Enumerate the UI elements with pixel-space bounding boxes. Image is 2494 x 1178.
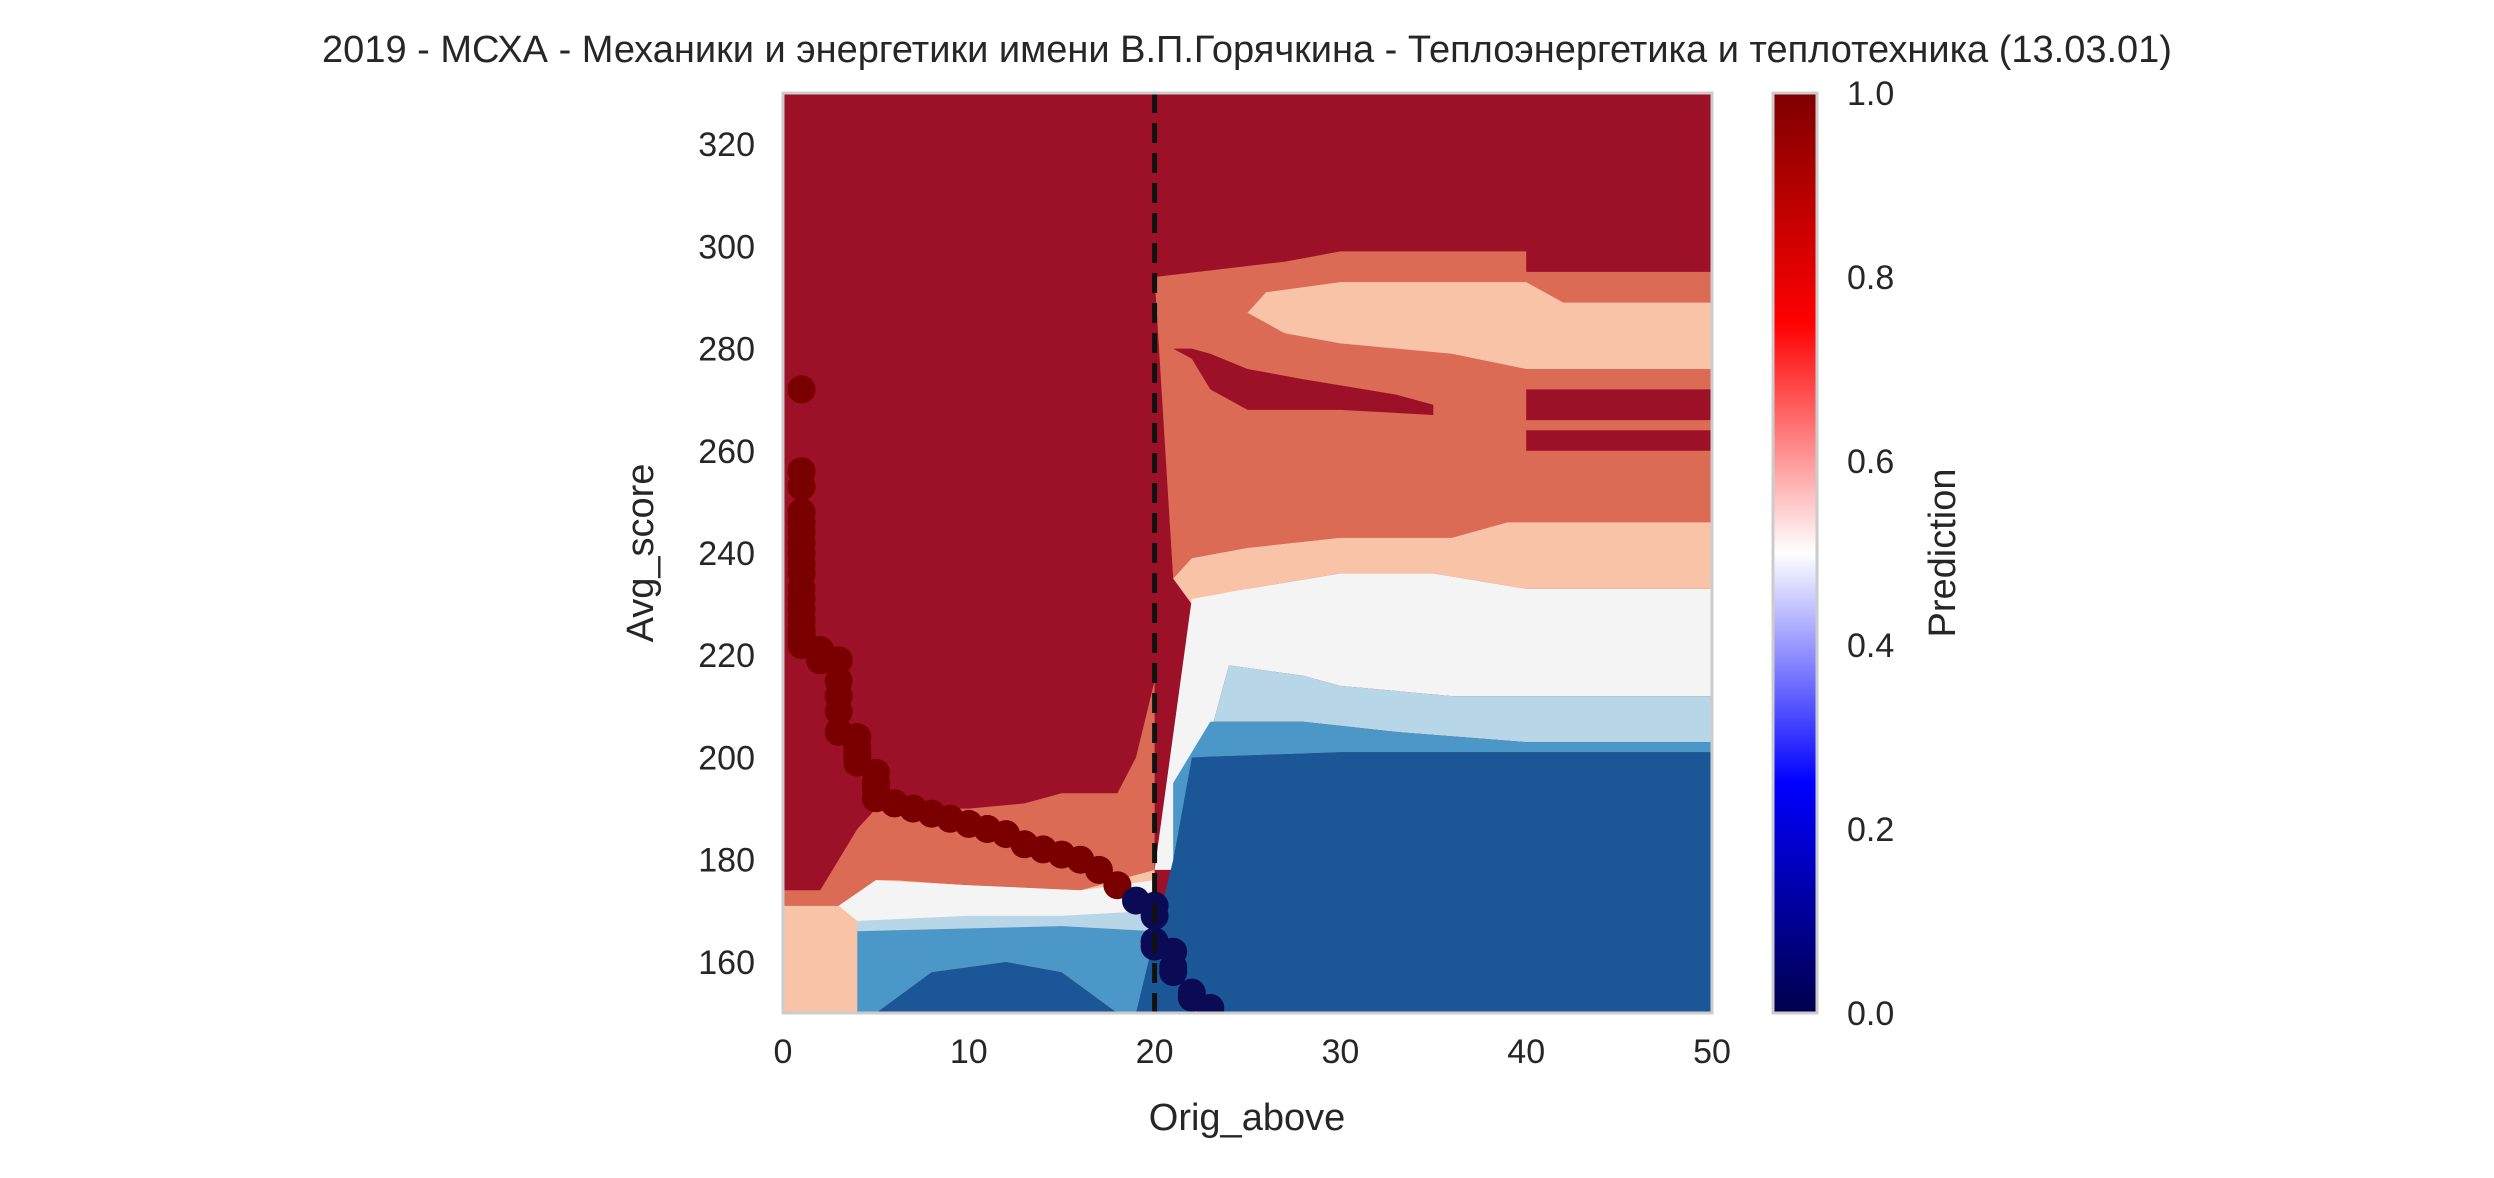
scatter-points [787,375,1225,1013]
plot-frame [781,91,1714,1015]
plot-area [783,93,1712,1013]
y-tick-label: 240 [698,535,755,573]
colorbar-tick-label: 0.6 [1847,443,1894,481]
contour-region-14 [857,926,1155,1013]
contour-region-0 [783,93,1712,891]
y-tick-label: 220 [698,637,755,675]
colorbar-gradient [1771,91,1819,1015]
contour-region-12 [857,910,1155,932]
x-tick-label: 0 [774,1033,793,1071]
contour-region-4 [1526,389,1712,421]
data-point [824,646,853,675]
x-tick-label: 10 [950,1033,988,1071]
y-tick-label: 160 [698,944,755,982]
y-tick-label: 260 [698,433,755,471]
colorbar-tick-label: 0.8 [1847,259,1894,297]
data-point [787,375,816,404]
colorbar-label: Prediction [1922,469,1964,638]
contour-region-13 [1173,721,1712,860]
colorbar-tick-label: 0.2 [1847,811,1894,849]
data-point [787,472,816,501]
contour-region-16 [875,961,1118,1013]
contour-region-5 [1526,430,1712,451]
colorbar-tick-label: 1.0 [1847,75,1894,113]
y-tick-label: 300 [698,228,755,266]
x-axis-label: Orig_above [1149,1097,1345,1139]
y-axis-label: Avg_score [620,464,662,643]
x-tick-label: 40 [1507,1033,1545,1071]
data-point [1159,958,1188,987]
x-axis-ticks: 0 10 20 30 40 50 [774,1033,1731,1071]
y-tick-label: 200 [698,739,755,777]
contour-region-10 [838,880,1155,921]
contour-regions [783,93,1712,1013]
y-tick-label: 320 [698,126,755,164]
colorbar-tick-label: 0.4 [1847,627,1894,665]
colorbar-ticks: 0.0 0.2 0.4 0.6 0.8 1.0 [1847,75,1894,1033]
contour-region-3 [1173,348,1434,415]
colorbar-tick-label: 0.0 [1847,995,1894,1033]
chart-title: 2019 - МСХА - Механики и энергетики имен… [322,29,2172,71]
contour-region-9 [1154,573,1712,870]
data-point [1084,855,1113,884]
x-tick-label: 50 [1693,1033,1731,1071]
contour-region-6 [1173,522,1712,605]
data-point [1196,993,1225,1013]
data-point [1103,871,1132,900]
contour-region-7 [1247,282,1712,369]
x-tick-label: 20 [1136,1033,1174,1071]
contour-region-11 [1173,665,1712,870]
data-point [824,697,853,726]
x-tick-label: 30 [1321,1033,1359,1071]
contour-region-15 [1136,752,1712,1013]
y-tick-label: 180 [698,842,755,880]
y-axis-ticks: 160 180 200 220 240 260 280 300 320 [698,126,755,982]
y-tick-label: 280 [698,331,755,369]
colorbar: 0.0 0.2 0.4 0.6 0.8 1.0 Prediction [1771,75,1964,1033]
